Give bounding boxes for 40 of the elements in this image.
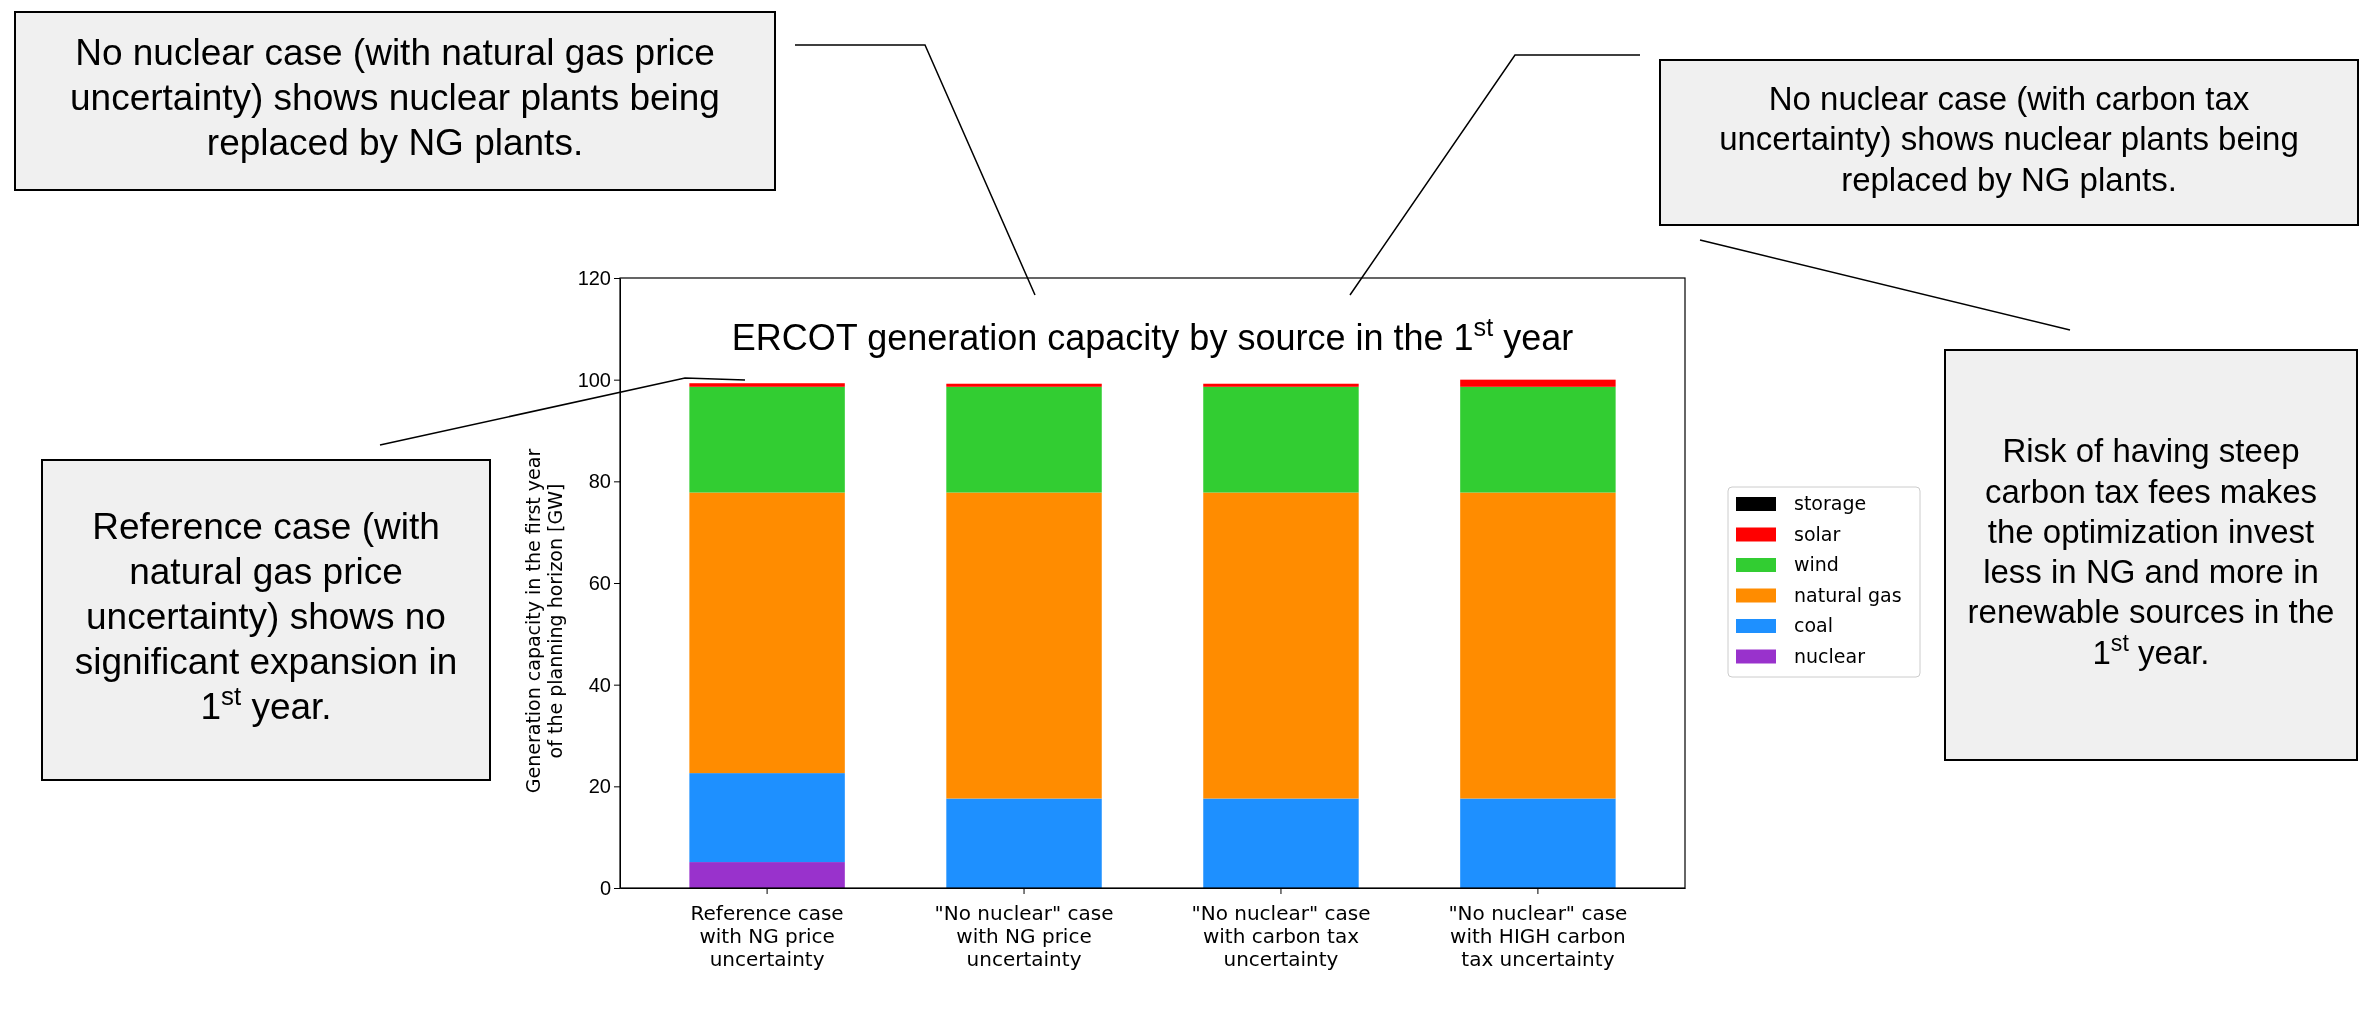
legend-label: natural gas — [1794, 583, 1902, 606]
y-tick-label: 100 — [577, 368, 611, 391]
bar — [1203, 386, 1359, 493]
y-tick-label: 40 — [588, 673, 611, 696]
bar — [1203, 383, 1359, 387]
bar — [689, 773, 845, 863]
text: ERCOT generation capacity by source in the 1$^{st}$ year — [731, 313, 1574, 358]
y-axis-title: Generation capacity in the first year of the planning horizon [GW] — [522, 448, 566, 794]
bar — [1460, 798, 1616, 888]
text: Reference case (with natural gas price uncertainty) shows no significant expansion in 1$^{st}$ year. — [74, 505, 458, 728]
y-tick-label: 120 — [577, 266, 611, 289]
y-tick-label: 80 — [588, 470, 611, 493]
bar — [1460, 492, 1616, 799]
x-tick-label: "No nuclear" case with HIGH carbon tax uncertainty — [1448, 901, 1628, 971]
x-tick-label: Reference case with NG price uncertainty — [690, 901, 844, 971]
bar — [1460, 379, 1616, 387]
y-tick-label: 60 — [588, 571, 611, 594]
bar — [946, 798, 1102, 888]
text: No nuclear case (with natural gas price uncertainty) shows nuclear plants being replaced by NG plants. — [70, 31, 720, 164]
text: Risk of having steep carbon tax fees makes the optimization invest less in NG and more in renewable sources in the 1$^{st}$ year. — [1967, 432, 2335, 671]
bar — [946, 492, 1102, 799]
legend-label: wind — [1794, 553, 1839, 575]
legend-label: coal — [1794, 614, 1833, 636]
bar — [689, 862, 845, 888]
bar — [689, 386, 845, 493]
bar — [1203, 492, 1359, 799]
legend-label: nuclear — [1794, 644, 1866, 667]
legend-label: solar — [1794, 522, 1841, 545]
text: No nuclear case (with carbon tax uncertainty) shows nuclear plants being replaced by NG plants. — [1719, 80, 2299, 198]
bar — [946, 386, 1102, 493]
y-tick-label: 20 — [588, 775, 611, 798]
y-tick-label: 0 — [599, 876, 611, 899]
bar — [689, 492, 845, 774]
x-tick-label: "No nuclear" case with carbon tax uncertainty — [1191, 901, 1371, 971]
bar — [1460, 386, 1616, 493]
legend-label: storage — [1794, 492, 1867, 514]
bar — [946, 383, 1102, 387]
bar — [689, 383, 845, 387]
x-tick-label: "No nuclear" case with NG price uncertainty — [934, 901, 1114, 971]
bar — [1203, 798, 1359, 888]
